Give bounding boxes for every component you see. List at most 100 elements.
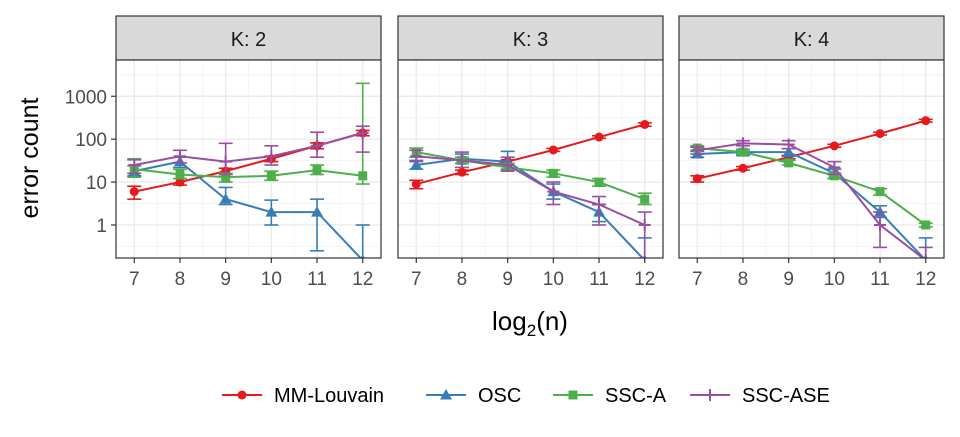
y-tick-label: 10 (86, 173, 107, 194)
x-tick-label: 7 (411, 269, 422, 290)
legend-item-mm-louvain: MM-Louvain (222, 385, 384, 407)
facet-strip (678, 15, 945, 61)
y-tick-label: 100 (75, 130, 107, 151)
y-tick-label: 1 (96, 216, 107, 237)
x-axis-label-rest: (n) (536, 306, 568, 336)
series-line (697, 119, 926, 180)
data-point (874, 218, 887, 231)
facet-panel-k3: K: 3 7 8 9 10 11 12 (397, 15, 664, 290)
x-tick-label: 8 (457, 269, 468, 290)
data-point (736, 137, 749, 150)
x-tick-label: 9 (220, 269, 231, 290)
data-point (691, 144, 704, 157)
data-point (921, 220, 931, 230)
data-point (593, 198, 606, 211)
series-mm-louvain (409, 119, 652, 190)
x-tick-label: 10 (261, 269, 282, 290)
series-layer (690, 116, 933, 258)
x-tick-label: 11 (307, 269, 327, 290)
series-line (697, 147, 927, 226)
panel-border (115, 59, 382, 259)
legend-key-marker (568, 390, 578, 400)
series-line (134, 168, 363, 179)
data-point (784, 158, 794, 168)
x-tick-label: 12 (915, 269, 936, 290)
data-point (360, 254, 365, 258)
error-bar (918, 246, 933, 258)
y-tick-label: 1000 (65, 87, 107, 108)
data-point (501, 158, 514, 171)
data-point (828, 161, 841, 174)
data-point (358, 171, 368, 181)
x-tick-label: 10 (543, 269, 564, 290)
legend: MM-Louvain OSC SSC-A SSC-ASE (222, 385, 830, 407)
series-line (134, 160, 362, 258)
data-point (312, 165, 322, 175)
series-layer (127, 82, 370, 258)
data-point (875, 129, 885, 139)
data-point (311, 139, 324, 152)
y-axis-label: error count (16, 98, 44, 219)
data-point (875, 187, 885, 197)
panel-border (678, 59, 945, 259)
data-point (266, 171, 276, 181)
facet-panel-k4: K: 4 7 8 9 10 11 12 (678, 15, 945, 290)
data-point (738, 163, 748, 173)
data-point (829, 141, 839, 151)
data-point (547, 185, 560, 198)
data-point (782, 146, 795, 157)
data-point (457, 167, 467, 177)
legend-key-marker (440, 389, 452, 400)
legend-label: SSC-ASE (742, 385, 830, 407)
data-point (265, 206, 278, 217)
series-line (697, 142, 925, 258)
series-ssc-ase (690, 137, 933, 258)
data-point (921, 116, 931, 126)
x-tick-label: 11 (589, 269, 609, 290)
legend-item-ssc-a: SSC-A (553, 385, 667, 407)
series-line (416, 155, 646, 226)
series-line (134, 131, 363, 166)
data-point (175, 170, 185, 180)
data-point (173, 150, 186, 163)
x-tick-label: 7 (129, 269, 140, 290)
data-point (782, 138, 795, 151)
x-axis-label-subscript: 2 (527, 321, 536, 340)
error-bar (918, 237, 933, 258)
series-layer (409, 119, 652, 258)
legend-item-osc: OSC (426, 385, 521, 407)
data-point (548, 168, 558, 178)
facet-strip-label: K: 2 (231, 29, 267, 51)
data-point (175, 177, 185, 187)
data-point (640, 194, 650, 204)
legend-label: SSC-A (605, 385, 667, 407)
series-line (416, 123, 645, 186)
data-point (455, 154, 468, 167)
x-tick-label: 12 (352, 269, 373, 290)
data-point (692, 174, 702, 184)
data-point (221, 172, 231, 182)
series-mm-louvain (690, 116, 933, 184)
x-tick-label: 11 (870, 269, 890, 290)
series-ssc-ase (127, 125, 370, 176)
x-tick-label: 9 (502, 269, 513, 290)
legend-key-marker (237, 390, 247, 400)
data-point (129, 187, 139, 197)
legend-item-ssc-ase: SSC-ASE (690, 385, 830, 407)
data-point (219, 155, 232, 168)
x-tick-label: 8 (175, 269, 186, 290)
data-point (356, 126, 369, 139)
data-point (265, 150, 278, 163)
data-point (924, 254, 927, 258)
series-ssc-ase (409, 149, 652, 258)
x-axis-label-base: log (492, 306, 527, 336)
facet-strip (397, 15, 664, 61)
facet-strip (115, 15, 382, 61)
legend-label: MM-Louvain (274, 385, 384, 407)
data-point (738, 147, 748, 157)
x-tick-label: 12 (634, 269, 655, 290)
data-point (410, 150, 423, 163)
x-tick-label: 10 (824, 269, 845, 290)
